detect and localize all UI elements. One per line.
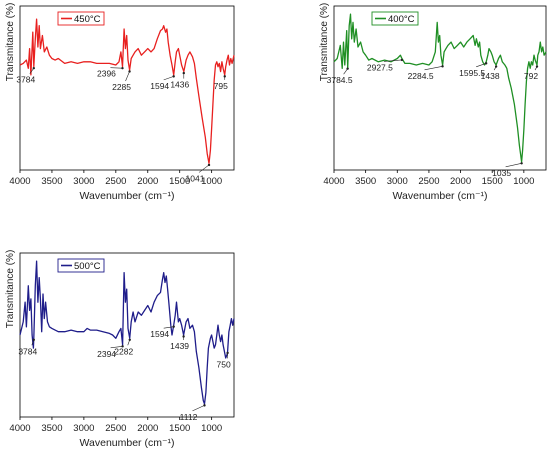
peak-label: 2284.5	[408, 71, 434, 81]
x-tick-label: 3500	[41, 176, 62, 187]
legend-label: 400°C	[388, 14, 415, 25]
peak-arrow	[383, 59, 402, 62]
x-tick-label: 2500	[105, 423, 126, 434]
peak-label: 3784.5	[327, 75, 353, 85]
peak-label: 792	[524, 71, 538, 81]
legend-label: 500°C	[74, 261, 101, 272]
peak-arrow-head	[484, 62, 488, 65]
legend-box	[57, 11, 105, 26]
spectrum-line	[333, 13, 547, 163]
y-axis-label: Transmitance (%)	[5, 3, 16, 82]
peak-arrow	[163, 76, 174, 81]
peak-arrow-head	[182, 71, 185, 75]
peak-label: 1439	[170, 341, 189, 351]
ftir-panel-2: 4000 3500 3000 2500 2000 1500 1000 Wavenumber (…	[319, 3, 547, 202]
x-axis-label: Wavenumber (cm⁻¹)	[80, 190, 175, 202]
x-tick-label: 1000	[201, 423, 222, 434]
peak-arrow	[505, 163, 522, 168]
peak-label: 2396	[97, 69, 116, 79]
peak-label: 2285	[112, 82, 131, 92]
peak-arrow	[198, 164, 210, 173]
spectrum-line	[19, 18, 235, 165]
x-tick-label: 2000	[137, 423, 158, 434]
peak-arrow-head	[494, 65, 498, 68]
peak-label: 2394	[97, 349, 116, 359]
peak-arrow-head	[207, 163, 211, 167]
peak-label: 2282	[114, 346, 133, 356]
y-axis-label: Transmitance (%)	[5, 250, 16, 329]
x-tick-label: 4000	[323, 176, 344, 187]
x-tick-label: 1000	[513, 176, 534, 187]
peak-arrow-head	[346, 67, 349, 70]
peak-arrow-head	[520, 162, 523, 165]
x-axis-label: Wavenumber (cm⁻¹)	[393, 190, 488, 202]
peak-label: 795	[214, 81, 228, 91]
legend: 400°C	[371, 11, 419, 26]
peak-arrow-head	[441, 65, 444, 68]
peak-arrow-head	[172, 75, 175, 78]
peak-label: 1594	[150, 329, 169, 339]
peak-arrow-head	[223, 75, 226, 78]
x-tick-label: 2000	[137, 176, 158, 187]
peak-arrow-head	[226, 351, 229, 355]
legend: 500°C	[57, 258, 105, 273]
y-axis-label: Transmitance (%)	[319, 3, 330, 82]
peak-arrow	[476, 63, 487, 68]
peak-arrow-head	[182, 335, 185, 338]
peak-arrow	[163, 326, 174, 329]
peak-arrow	[125, 71, 130, 82]
peak-arrow	[110, 346, 123, 349]
x-tick-label: 1000	[201, 176, 222, 187]
x-tick-label: 2500	[105, 176, 126, 187]
peak-arrow-head	[128, 70, 131, 73]
x-tick-label: 3500	[41, 423, 62, 434]
peak-arrow-head	[535, 65, 539, 68]
peak-label: 1035	[492, 168, 511, 178]
legend-box	[371, 11, 419, 26]
peak-arrow	[110, 67, 123, 69]
peak-label: 1436	[170, 80, 189, 90]
peak-arrow-head	[121, 66, 124, 70]
legend-box	[57, 258, 105, 273]
legend-label: 450°C	[74, 14, 101, 25]
peak-arrow-head	[172, 325, 175, 328]
peak-label: 1595.5	[459, 68, 485, 78]
plot-frame	[19, 5, 235, 171]
x-tick-label: 1500	[169, 423, 190, 434]
peak-label: 750	[217, 359, 231, 369]
peak-arrow-head	[400, 58, 404, 62]
peak-arrow	[424, 66, 443, 71]
ftir-panel-3: 4000 3500 3000 2500 2000 1500 1000 Wavenumber (…	[5, 250, 235, 449]
x-tick-label: 3000	[73, 423, 94, 434]
x-tick-label: 2500	[418, 176, 439, 187]
peak-arrow-head	[32, 338, 35, 341]
x-tick-label: 1500	[482, 176, 503, 187]
x-tick-label: 2000	[450, 176, 471, 187]
peak-arrow-head	[32, 66, 35, 70]
x-tick-label: 1500	[169, 176, 190, 187]
peak-label: 3784	[18, 346, 37, 356]
peak-label: 3784	[16, 75, 35, 85]
x-axis-label: Wavenumber (cm⁻¹)	[80, 437, 175, 449]
x-tick-label: 4000	[9, 176, 30, 187]
x-tick-label: 3000	[387, 176, 408, 187]
peak-arrow	[192, 405, 205, 412]
peak-arrow-head	[203, 404, 206, 407]
x-tick-label: 3000	[73, 176, 94, 187]
peak-label: 1438	[481, 71, 500, 81]
peak-label: 1041	[186, 173, 205, 183]
x-tick-label: 4000	[9, 423, 30, 434]
peak-label: 1594	[150, 81, 169, 91]
plot-frame	[333, 5, 547, 171]
peak-arrow-head	[128, 338, 131, 341]
legend: 450°C	[57, 11, 105, 26]
peak-arrow-head	[121, 345, 124, 348]
x-tick-label: 3500	[355, 176, 376, 187]
ftir-panel-1: 4000 3500 3000 2500 2000 1500 1000 Wavenumber (…	[5, 3, 235, 202]
spectrum-line	[19, 260, 235, 405]
peak-label: 1112	[180, 412, 198, 422]
peak-label: 2927.5	[367, 62, 393, 72]
